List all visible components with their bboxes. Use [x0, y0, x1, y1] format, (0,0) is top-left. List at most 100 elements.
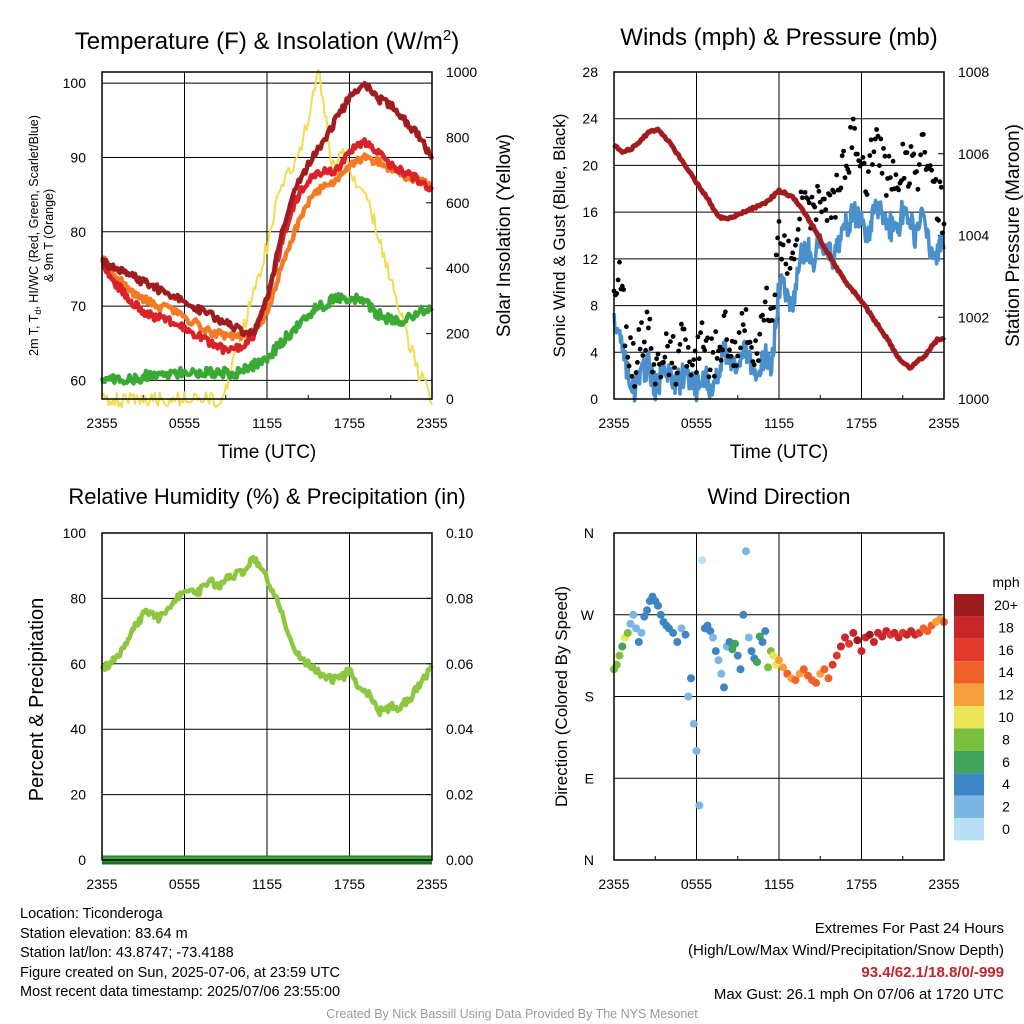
- latlon-text: Station lat/lon: 43.8747; -73.4188: [20, 945, 234, 962]
- direction-point: [629, 610, 638, 619]
- direction-point: [747, 647, 756, 656]
- gust-point: [720, 347, 725, 353]
- gust-point: [751, 362, 757, 368]
- gust-point: [856, 158, 862, 164]
- gust-point: [866, 169, 871, 175]
- y-tick-label-left: 100: [63, 525, 87, 541]
- y-tick-label-left: 100: [63, 75, 87, 91]
- wind-series-line: [612, 198, 946, 403]
- x-tick-label: 2355: [86, 415, 117, 431]
- gust-point: [738, 345, 743, 351]
- gust-point: [637, 346, 643, 352]
- colorbar-swatch: [954, 616, 984, 639]
- station-info: Location: Ticonderoga Station elevation:…: [20, 905, 340, 1003]
- x-axis-label: Time (UTC): [218, 442, 317, 463]
- direction-point: [841, 633, 849, 642]
- x-tick-label: 2355: [416, 415, 447, 431]
- gust-point: [838, 185, 844, 191]
- gust-point: [786, 238, 791, 244]
- chart-title: Relative Humidity (%) & Precipitation (i…: [68, 484, 465, 509]
- gust-point: [877, 163, 882, 169]
- direction-point: [656, 610, 665, 619]
- y-axis-label-left: 2m T, Td, HI/WC (Red, Green, Scarlet/Blu…: [27, 115, 56, 356]
- gust-point: [921, 132, 926, 137]
- direction-point: [720, 683, 728, 692]
- gust-point: [907, 181, 912, 187]
- y-tick-label-right: 0.10: [446, 525, 473, 541]
- gust-point: [871, 149, 877, 155]
- gust-point: [636, 327, 642, 332]
- y-tick-label-left: 60: [70, 372, 86, 388]
- gust-point: [658, 374, 664, 380]
- gust-point: [702, 347, 708, 353]
- direction-point: [634, 638, 643, 646]
- gust-point: [650, 369, 655, 375]
- colorbar-swatch: [954, 683, 984, 706]
- gust-point: [916, 162, 922, 167]
- extremes-legend: (High/Low/Max Wind/Precipitation/Snow De…: [688, 942, 1004, 959]
- gust-point: [684, 363, 690, 369]
- colorbar-swatch: [954, 773, 984, 796]
- gust-point: [783, 261, 789, 267]
- direction-point: [865, 630, 874, 639]
- gust-point: [714, 356, 720, 361]
- gust-point: [736, 330, 742, 335]
- gust-point: [643, 347, 648, 353]
- y-tick-label-left: 8: [590, 298, 598, 314]
- y-tick-label-left: 80: [70, 224, 86, 240]
- gust-point: [824, 218, 830, 223]
- chart-title: Winds (mph) & Pressure (mb): [620, 24, 937, 51]
- direction-point: [640, 612, 649, 621]
- colorbar-swatch: [954, 706, 984, 729]
- direction-point: [711, 647, 720, 656]
- gust-point: [762, 299, 768, 305]
- solar-series-line: [101, 69, 433, 409]
- gust-point: [716, 348, 721, 354]
- colorbar-label: 10: [998, 709, 1014, 725]
- direction-point: [878, 632, 887, 641]
- direction-point: [758, 638, 767, 646]
- recent-data-text: Most recent data timestamp: 2025/07/06 2…: [20, 984, 341, 1001]
- colorbar-swatch: [954, 728, 984, 751]
- gust-point: [779, 256, 785, 262]
- gust-point: [806, 200, 812, 206]
- colorbar-label: 14: [998, 664, 1014, 680]
- direction-point: [824, 674, 833, 683]
- gust-point: [663, 331, 669, 337]
- gust-point: [690, 362, 695, 368]
- y-tick-label-right: 1004: [958, 228, 989, 244]
- gust-point: [787, 265, 793, 271]
- direction-point: [836, 642, 845, 651]
- gust-point: [705, 335, 710, 341]
- direction-point: [733, 651, 742, 660]
- gust-point: [624, 324, 629, 330]
- x-tick-label: 2355: [86, 876, 117, 892]
- gust-point: [687, 359, 692, 365]
- y-tick-label-right: 400: [446, 260, 470, 276]
- gust-point: [724, 337, 730, 342]
- y-tick-label-left: 60: [70, 656, 86, 672]
- x-tick-label: 2355: [928, 415, 959, 431]
- gust-point: [834, 172, 840, 178]
- gust-point: [867, 153, 873, 158]
- created-text: Figure created on Sun, 2025-07-06, at 23…: [20, 964, 340, 981]
- direction-point: [769, 651, 778, 660]
- gust-point: [633, 370, 639, 376]
- gust-point: [908, 144, 914, 149]
- gust-point: [694, 370, 699, 375]
- gust-point: [784, 271, 790, 276]
- direction-point: [623, 628, 632, 637]
- elevation-text: Station elevation: 83.64 m: [20, 925, 188, 942]
- gust-point: [732, 339, 738, 345]
- colorbar-swatch: [954, 750, 984, 774]
- y-axis-label-text: Direction (Colored By Speed): [552, 586, 571, 807]
- gust-point: [915, 186, 921, 192]
- y-axis-label-right: Station Pressure (Maroon): [1003, 124, 1024, 347]
- gust-point: [696, 356, 702, 362]
- direction-point: [706, 627, 715, 636]
- colorbar-label: 0: [1002, 821, 1010, 837]
- gust-point: [674, 370, 680, 376]
- gust-point: [723, 309, 728, 315]
- gust-point: [879, 170, 885, 176]
